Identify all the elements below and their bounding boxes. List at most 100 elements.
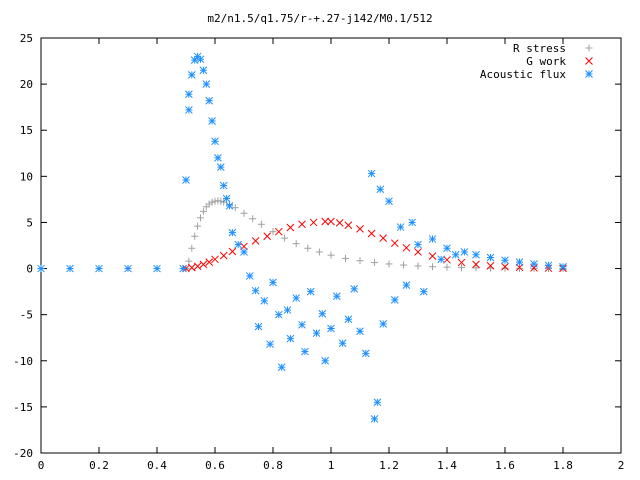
data-point bbox=[342, 254, 349, 262]
data-point bbox=[205, 258, 214, 266]
data-point bbox=[304, 244, 312, 252]
data-point bbox=[37, 264, 45, 273]
data-point bbox=[182, 176, 190, 184]
data-point bbox=[472, 264, 480, 272]
data-point bbox=[335, 219, 344, 227]
data-point bbox=[228, 247, 237, 256]
data-point bbox=[249, 215, 257, 223]
data-point bbox=[240, 209, 248, 217]
y-tick-label: 25 bbox=[20, 32, 33, 45]
data-point bbox=[501, 256, 509, 265]
data-point bbox=[338, 339, 347, 348]
data-point bbox=[373, 398, 382, 407]
data-point bbox=[472, 250, 480, 259]
data-point bbox=[402, 243, 411, 252]
y-tick-label: 15 bbox=[20, 124, 33, 137]
data-point bbox=[530, 260, 538, 268]
data-point bbox=[371, 259, 378, 267]
data-point bbox=[344, 315, 353, 324]
data-point bbox=[269, 228, 277, 236]
data-point bbox=[315, 248, 323, 256]
x-tick-label: 1.4 bbox=[437, 459, 457, 472]
data-point bbox=[208, 117, 216, 125]
x-tick-label: 1.2 bbox=[379, 459, 399, 472]
data-point bbox=[266, 340, 274, 349]
data-point bbox=[344, 221, 353, 230]
data-point bbox=[379, 234, 388, 242]
data-point bbox=[414, 248, 422, 256]
data-point bbox=[191, 232, 199, 240]
data-point bbox=[356, 257, 364, 265]
data-point bbox=[263, 232, 272, 241]
y-tick-label: 10 bbox=[20, 170, 33, 183]
data-point bbox=[486, 261, 495, 270]
data-point bbox=[390, 239, 399, 248]
data-point bbox=[208, 198, 216, 206]
data-point bbox=[402, 281, 411, 290]
data-point bbox=[286, 223, 295, 232]
data-point bbox=[269, 278, 277, 287]
data-point bbox=[185, 90, 193, 99]
data-point bbox=[188, 244, 196, 252]
data-point bbox=[187, 71, 196, 79]
data-point bbox=[361, 349, 370, 358]
data-point bbox=[185, 257, 193, 265]
data-point bbox=[379, 320, 388, 328]
data-point bbox=[257, 220, 265, 228]
x-tick-label: 0.4 bbox=[147, 459, 167, 472]
data-point bbox=[429, 263, 436, 271]
data-point bbox=[350, 284, 359, 293]
data-point bbox=[385, 197, 393, 206]
y-tick-label: -5 bbox=[20, 309, 33, 322]
data-point bbox=[419, 287, 428, 296]
data-point bbox=[414, 262, 422, 270]
data-point bbox=[544, 261, 553, 270]
data-point bbox=[231, 204, 239, 212]
data-point bbox=[277, 363, 286, 372]
data-point bbox=[286, 334, 295, 343]
data-point bbox=[199, 66, 208, 75]
data-point bbox=[428, 235, 437, 243]
data-point bbox=[321, 217, 330, 226]
x-tick-label: 0.6 bbox=[205, 459, 225, 472]
legend-marker bbox=[585, 44, 593, 52]
data-point bbox=[219, 181, 228, 190]
data-point bbox=[274, 310, 283, 319]
data-point bbox=[301, 347, 309, 356]
data-point bbox=[214, 154, 222, 162]
data-point bbox=[193, 262, 202, 271]
data-point bbox=[199, 207, 207, 215]
data-point bbox=[298, 220, 306, 229]
data-point bbox=[356, 327, 364, 336]
y-tick-label: -20 bbox=[13, 447, 33, 460]
data-point bbox=[240, 248, 248, 256]
data-point bbox=[457, 258, 466, 267]
data-point bbox=[211, 137, 219, 146]
data-point bbox=[396, 223, 405, 231]
data-point bbox=[225, 201, 234, 210]
data-point bbox=[283, 306, 292, 314]
data-point bbox=[486, 253, 495, 262]
y-tick-label: -10 bbox=[13, 355, 33, 368]
data-point bbox=[451, 250, 460, 259]
x-tick-label: 0.2 bbox=[89, 459, 109, 472]
data-point bbox=[472, 260, 480, 269]
data-point bbox=[400, 261, 407, 269]
data-point bbox=[234, 240, 243, 249]
data-point bbox=[501, 264, 509, 272]
data-point bbox=[222, 194, 231, 203]
data-point bbox=[312, 329, 321, 337]
x-tick-label: 0.8 bbox=[263, 459, 283, 472]
data-point bbox=[367, 229, 376, 238]
data-point bbox=[327, 324, 335, 333]
data-point bbox=[185, 106, 193, 114]
data-point bbox=[199, 260, 208, 269]
legend-label: G work bbox=[526, 55, 566, 68]
legend-marker bbox=[585, 57, 593, 65]
data-point bbox=[292, 294, 301, 302]
chart-title: m2/n1.5/q1.75/r-+.27-j142/M0.1/512 bbox=[207, 12, 432, 25]
data-point bbox=[332, 292, 341, 301]
data-point bbox=[376, 185, 385, 194]
data-point bbox=[408, 218, 417, 227]
